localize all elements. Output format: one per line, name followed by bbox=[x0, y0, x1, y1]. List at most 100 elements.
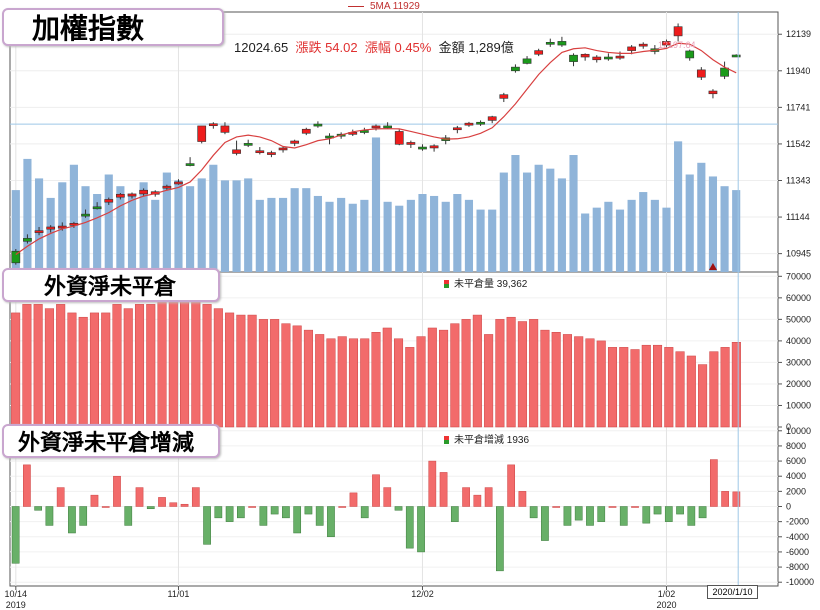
oi-bar bbox=[337, 336, 347, 428]
candle-body bbox=[232, 149, 241, 154]
oi-bar bbox=[675, 351, 685, 428]
oi-bar bbox=[134, 304, 145, 428]
oi-bar bbox=[112, 304, 122, 428]
oi-bar bbox=[574, 336, 584, 428]
oi-bar bbox=[630, 349, 640, 428]
diff-bar bbox=[642, 506, 651, 524]
candle-body bbox=[174, 181, 183, 185]
oi-bar bbox=[506, 316, 516, 428]
diff-bar bbox=[113, 475, 121, 507]
volume-bar bbox=[674, 141, 683, 272]
oi-bar bbox=[101, 312, 111, 428]
candle-body bbox=[208, 123, 218, 127]
candle-body bbox=[534, 50, 544, 55]
volume-bar bbox=[81, 186, 90, 272]
oi-legend: 未平倉量 39,362 bbox=[444, 275, 527, 290]
volume-bar bbox=[453, 194, 462, 272]
diff-bar bbox=[270, 506, 279, 515]
candle-body bbox=[418, 146, 427, 150]
volume-bar bbox=[639, 192, 648, 272]
volume-bar bbox=[23, 158, 32, 272]
candle-body bbox=[57, 225, 67, 229]
volume-bar bbox=[325, 201, 334, 272]
candle-body bbox=[708, 90, 718, 95]
oi-bar bbox=[619, 347, 629, 428]
index-pct: 漲幅 0.45% bbox=[364, 40, 432, 55]
candle-body bbox=[545, 42, 555, 45]
oi-bar bbox=[33, 304, 43, 428]
oi-bar bbox=[270, 319, 280, 428]
foreign-oi-panel bbox=[11, 295, 741, 428]
diff-bar bbox=[428, 460, 437, 507]
diff-bar bbox=[315, 506, 324, 526]
y-tick-label: 0 bbox=[786, 422, 791, 432]
diff-bar bbox=[586, 506, 594, 526]
diff-bar bbox=[203, 506, 211, 545]
volume-bar bbox=[592, 207, 601, 272]
candle-body bbox=[580, 53, 590, 58]
candle-body bbox=[383, 125, 392, 129]
candle-body bbox=[255, 150, 265, 154]
volume-bar bbox=[46, 197, 55, 272]
y-tick-label: 11343 bbox=[786, 175, 810, 185]
candle-body bbox=[522, 58, 532, 64]
oi-bar bbox=[315, 334, 325, 428]
oi-bar bbox=[472, 314, 482, 428]
candle-body bbox=[615, 55, 625, 59]
candle-body bbox=[81, 213, 90, 217]
volume-bar bbox=[708, 176, 718, 272]
diff-bar bbox=[101, 506, 110, 508]
oi-bar bbox=[281, 323, 291, 428]
volume-bar bbox=[476, 209, 485, 272]
oi-bar bbox=[709, 351, 719, 428]
diff-bar bbox=[664, 506, 673, 522]
diff-bar bbox=[529, 506, 538, 519]
oi-bar bbox=[168, 301, 178, 428]
volume-bar bbox=[604, 201, 613, 272]
diff-bar bbox=[676, 506, 684, 515]
volume-bar bbox=[418, 194, 427, 272]
oi-bar bbox=[44, 308, 54, 428]
candle-body bbox=[243, 143, 253, 146]
oi-bar bbox=[641, 344, 651, 428]
index-amount: 金額 1,289億 bbox=[438, 40, 514, 55]
diff-bar bbox=[90, 494, 99, 507]
diff-bar bbox=[732, 491, 741, 507]
candle-body bbox=[34, 230, 44, 233]
candle-body bbox=[487, 116, 497, 121]
candle-body bbox=[23, 238, 32, 242]
diff-bar bbox=[372, 474, 380, 507]
y-tick-label: -10000 bbox=[786, 577, 814, 587]
oi-bar bbox=[393, 338, 404, 428]
oi-bar bbox=[585, 338, 595, 428]
candle-body bbox=[638, 43, 648, 47]
diff-bar bbox=[417, 506, 425, 553]
oi-legend-swatch bbox=[444, 280, 449, 289]
y-tick-label: 20000 bbox=[786, 379, 811, 389]
y-tick-label: 10000 bbox=[786, 426, 811, 436]
candle-body bbox=[278, 147, 288, 151]
diff-bar bbox=[552, 506, 561, 508]
volume-bar bbox=[360, 199, 369, 272]
oi-bar bbox=[326, 338, 336, 428]
candle-body bbox=[371, 125, 381, 129]
oi-bar bbox=[607, 347, 618, 428]
oi-bar bbox=[202, 304, 212, 428]
candle-body bbox=[720, 67, 729, 77]
diff-bar bbox=[518, 491, 527, 507]
y-tick-label: 8000 bbox=[786, 441, 806, 451]
volume-bar bbox=[383, 201, 392, 272]
diff-bar bbox=[439, 472, 448, 507]
volume-bar bbox=[290, 188, 299, 272]
oi-bar bbox=[180, 299, 190, 428]
diff-bar bbox=[11, 506, 20, 564]
diff-bar bbox=[79, 506, 88, 526]
diff-bar bbox=[484, 487, 493, 507]
volume-bar bbox=[499, 172, 508, 272]
volume-bar bbox=[557, 178, 566, 272]
diff-bar bbox=[687, 506, 696, 526]
y-tick-label: 10945 bbox=[786, 249, 811, 259]
candle-body bbox=[627, 46, 636, 51]
diff-bar bbox=[158, 497, 166, 507]
